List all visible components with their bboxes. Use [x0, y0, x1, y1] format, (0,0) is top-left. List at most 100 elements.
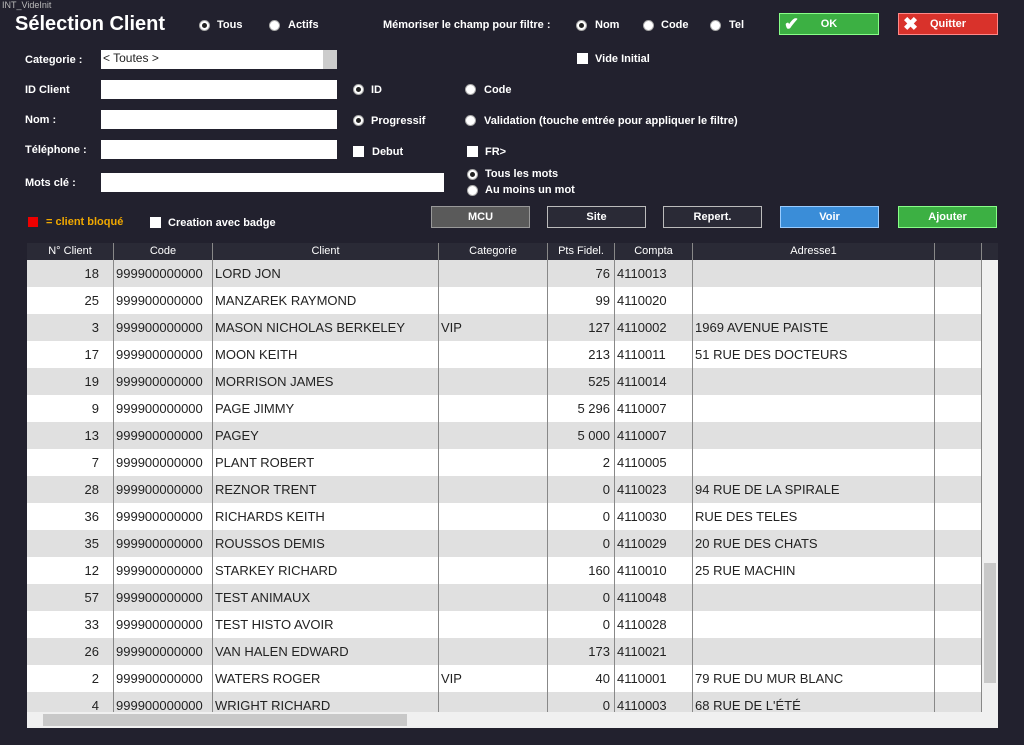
table-cell	[693, 449, 935, 476]
ok-button[interactable]: ✔ OK	[779, 13, 879, 35]
radio[interactable]	[353, 115, 364, 126]
table-cell	[935, 638, 982, 665]
table-cell: 4110007	[615, 395, 693, 422]
table-cell	[935, 476, 982, 503]
table-cell: 0	[548, 530, 615, 557]
table-row[interactable]: 19 999900000000 MORRISON JAMES 525 4110014	[27, 368, 982, 395]
table-cell: 4110023	[615, 476, 693, 503]
table-cell: 4110005	[615, 449, 693, 476]
table-row[interactable]: 33 999900000000 TEST HISTO AVOIR 0 4110028	[27, 611, 982, 638]
table-cell: 57	[27, 584, 114, 611]
table-cell: MASON NICHOLAS BERKELEY	[213, 314, 439, 341]
table-cell	[935, 422, 982, 449]
radio-label: Code	[484, 84, 512, 96]
table-cell	[935, 287, 982, 314]
table-cell: 4110014	[615, 368, 693, 395]
table-row[interactable]: 17 999900000000 MOON KEITH 213 4110011 51 RUE…	[27, 341, 982, 368]
table-cell: 999900000000	[114, 422, 213, 449]
table-cell: RICHARDS KEITH	[213, 503, 439, 530]
table-row[interactable]: 36 999900000000 RICHARDS KEITH 0 4110030 RUE …	[27, 503, 982, 530]
table-cell: 4110010	[615, 557, 693, 584]
radio[interactable]	[353, 84, 364, 95]
table-cell: 999900000000	[114, 287, 213, 314]
table-cell: 999900000000	[114, 692, 213, 719]
table-cell: 4110048	[615, 584, 693, 611]
table-row[interactable]: 12 999900000000 STARKEY RICHARD 160 4110010 2…	[27, 557, 982, 584]
radio[interactable]	[467, 169, 478, 180]
radio[interactable]	[467, 185, 478, 196]
column-header: Compta	[615, 243, 693, 260]
radio[interactable]	[465, 115, 476, 126]
table-cell: 999900000000	[114, 341, 213, 368]
radio[interactable]	[576, 20, 587, 31]
action-button[interactable]: Repert.	[663, 206, 762, 228]
action-button[interactable]: Ajouter	[898, 206, 997, 228]
table-row[interactable]: 3 999900000000 MASON NICHOLAS BERKELEY VIP 1…	[27, 314, 982, 341]
table-cell	[693, 638, 935, 665]
table-row[interactable]: 7 999900000000 PLANT ROBERT 2 4110005	[27, 449, 982, 476]
table-cell: 4110003	[615, 692, 693, 719]
title: Sélection Client	[15, 13, 166, 35]
radio[interactable]	[199, 20, 210, 31]
table-row[interactable]: 25 999900000000 MANZAREK RAYMOND 99 4110020	[27, 287, 982, 314]
label: Mémoriser le champ pour filtre :	[383, 19, 551, 31]
table-cell	[693, 395, 935, 422]
radio[interactable]	[465, 84, 476, 95]
table-cell: 33	[27, 611, 114, 638]
radio[interactable]	[643, 20, 654, 31]
table-cell: 99	[548, 287, 615, 314]
scroll-thumb[interactable]	[984, 563, 996, 683]
table-row[interactable]: 57 999900000000 TEST ANIMAUX 0 4110048	[27, 584, 982, 611]
table-cell: 4110001	[615, 665, 693, 692]
id-input[interactable]	[101, 80, 337, 99]
table-cell: 4	[27, 692, 114, 719]
table-row[interactable]: 18 999900000000 LORD JON 76 4110013	[27, 260, 982, 287]
radio-label: Tel	[729, 19, 745, 31]
scroll-thumb[interactable]	[43, 714, 407, 726]
table-cell	[439, 530, 548, 557]
action-button[interactable]: Site	[547, 206, 646, 228]
table-row[interactable]: 28 999900000000 REZNOR TRENT 0 4110023 94 RUE…	[27, 476, 982, 503]
checkbox[interactable]	[150, 217, 161, 228]
table-cell	[439, 341, 548, 368]
table-row[interactable]: 35 999900000000 ROUSSOS DEMIS 0 4110029 20 RU…	[27, 530, 982, 557]
table-row[interactable]: 2 999900000000 WATERS ROGER VIP 40 4110001 79 …	[27, 665, 982, 692]
table-cell	[935, 611, 982, 638]
table-cell: 4110011	[615, 341, 693, 368]
table-cell: 173	[548, 638, 615, 665]
table-cell: PAGEY	[213, 422, 439, 449]
column-header: Categorie	[439, 243, 548, 260]
table-cell	[693, 584, 935, 611]
checkbox[interactable]	[467, 146, 478, 157]
table-cell: 4110028	[615, 611, 693, 638]
phone-input[interactable]	[101, 140, 337, 159]
table-cell: 20 RUE DES CHATS	[693, 530, 935, 557]
radio-label: Actifs	[288, 19, 319, 31]
category-select[interactable]: < Toutes >	[101, 50, 337, 69]
table-cell	[935, 368, 982, 395]
action-button[interactable]: Voir	[780, 206, 879, 228]
table-cell: 9	[27, 395, 114, 422]
table-cell: PAGE JIMMY	[213, 395, 439, 422]
name-input[interactable]	[101, 110, 337, 129]
table-cell	[693, 368, 935, 395]
table-cell: 4110030	[615, 503, 693, 530]
table-cell: 51 RUE DES DOCTEURS	[693, 341, 935, 368]
action-button[interactable]: MCU	[431, 206, 530, 228]
table-row[interactable]: 26 999900000000 VAN HALEN EDWARD 173 4110021	[27, 638, 982, 665]
table-cell: MANZAREK RAYMOND	[213, 287, 439, 314]
radio[interactable]	[710, 20, 721, 31]
checkbox[interactable]	[353, 146, 364, 157]
table-cell	[935, 449, 982, 476]
label: Téléphone :	[25, 144, 87, 156]
table-row[interactable]: 9 999900000000 PAGE JIMMY 5 296 4110007	[27, 395, 982, 422]
checkbox[interactable]	[577, 53, 588, 64]
table-cell	[935, 557, 982, 584]
quit-button[interactable]: ✖ Quitter	[898, 13, 998, 35]
table-cell: REZNOR TRENT	[213, 476, 439, 503]
table-row[interactable]: 13 999900000000 PAGEY 5 000 4110007	[27, 422, 982, 449]
keywords-input[interactable]	[101, 173, 444, 192]
label: Nom :	[25, 114, 57, 126]
table-cell	[935, 395, 982, 422]
radio[interactable]	[269, 20, 280, 31]
